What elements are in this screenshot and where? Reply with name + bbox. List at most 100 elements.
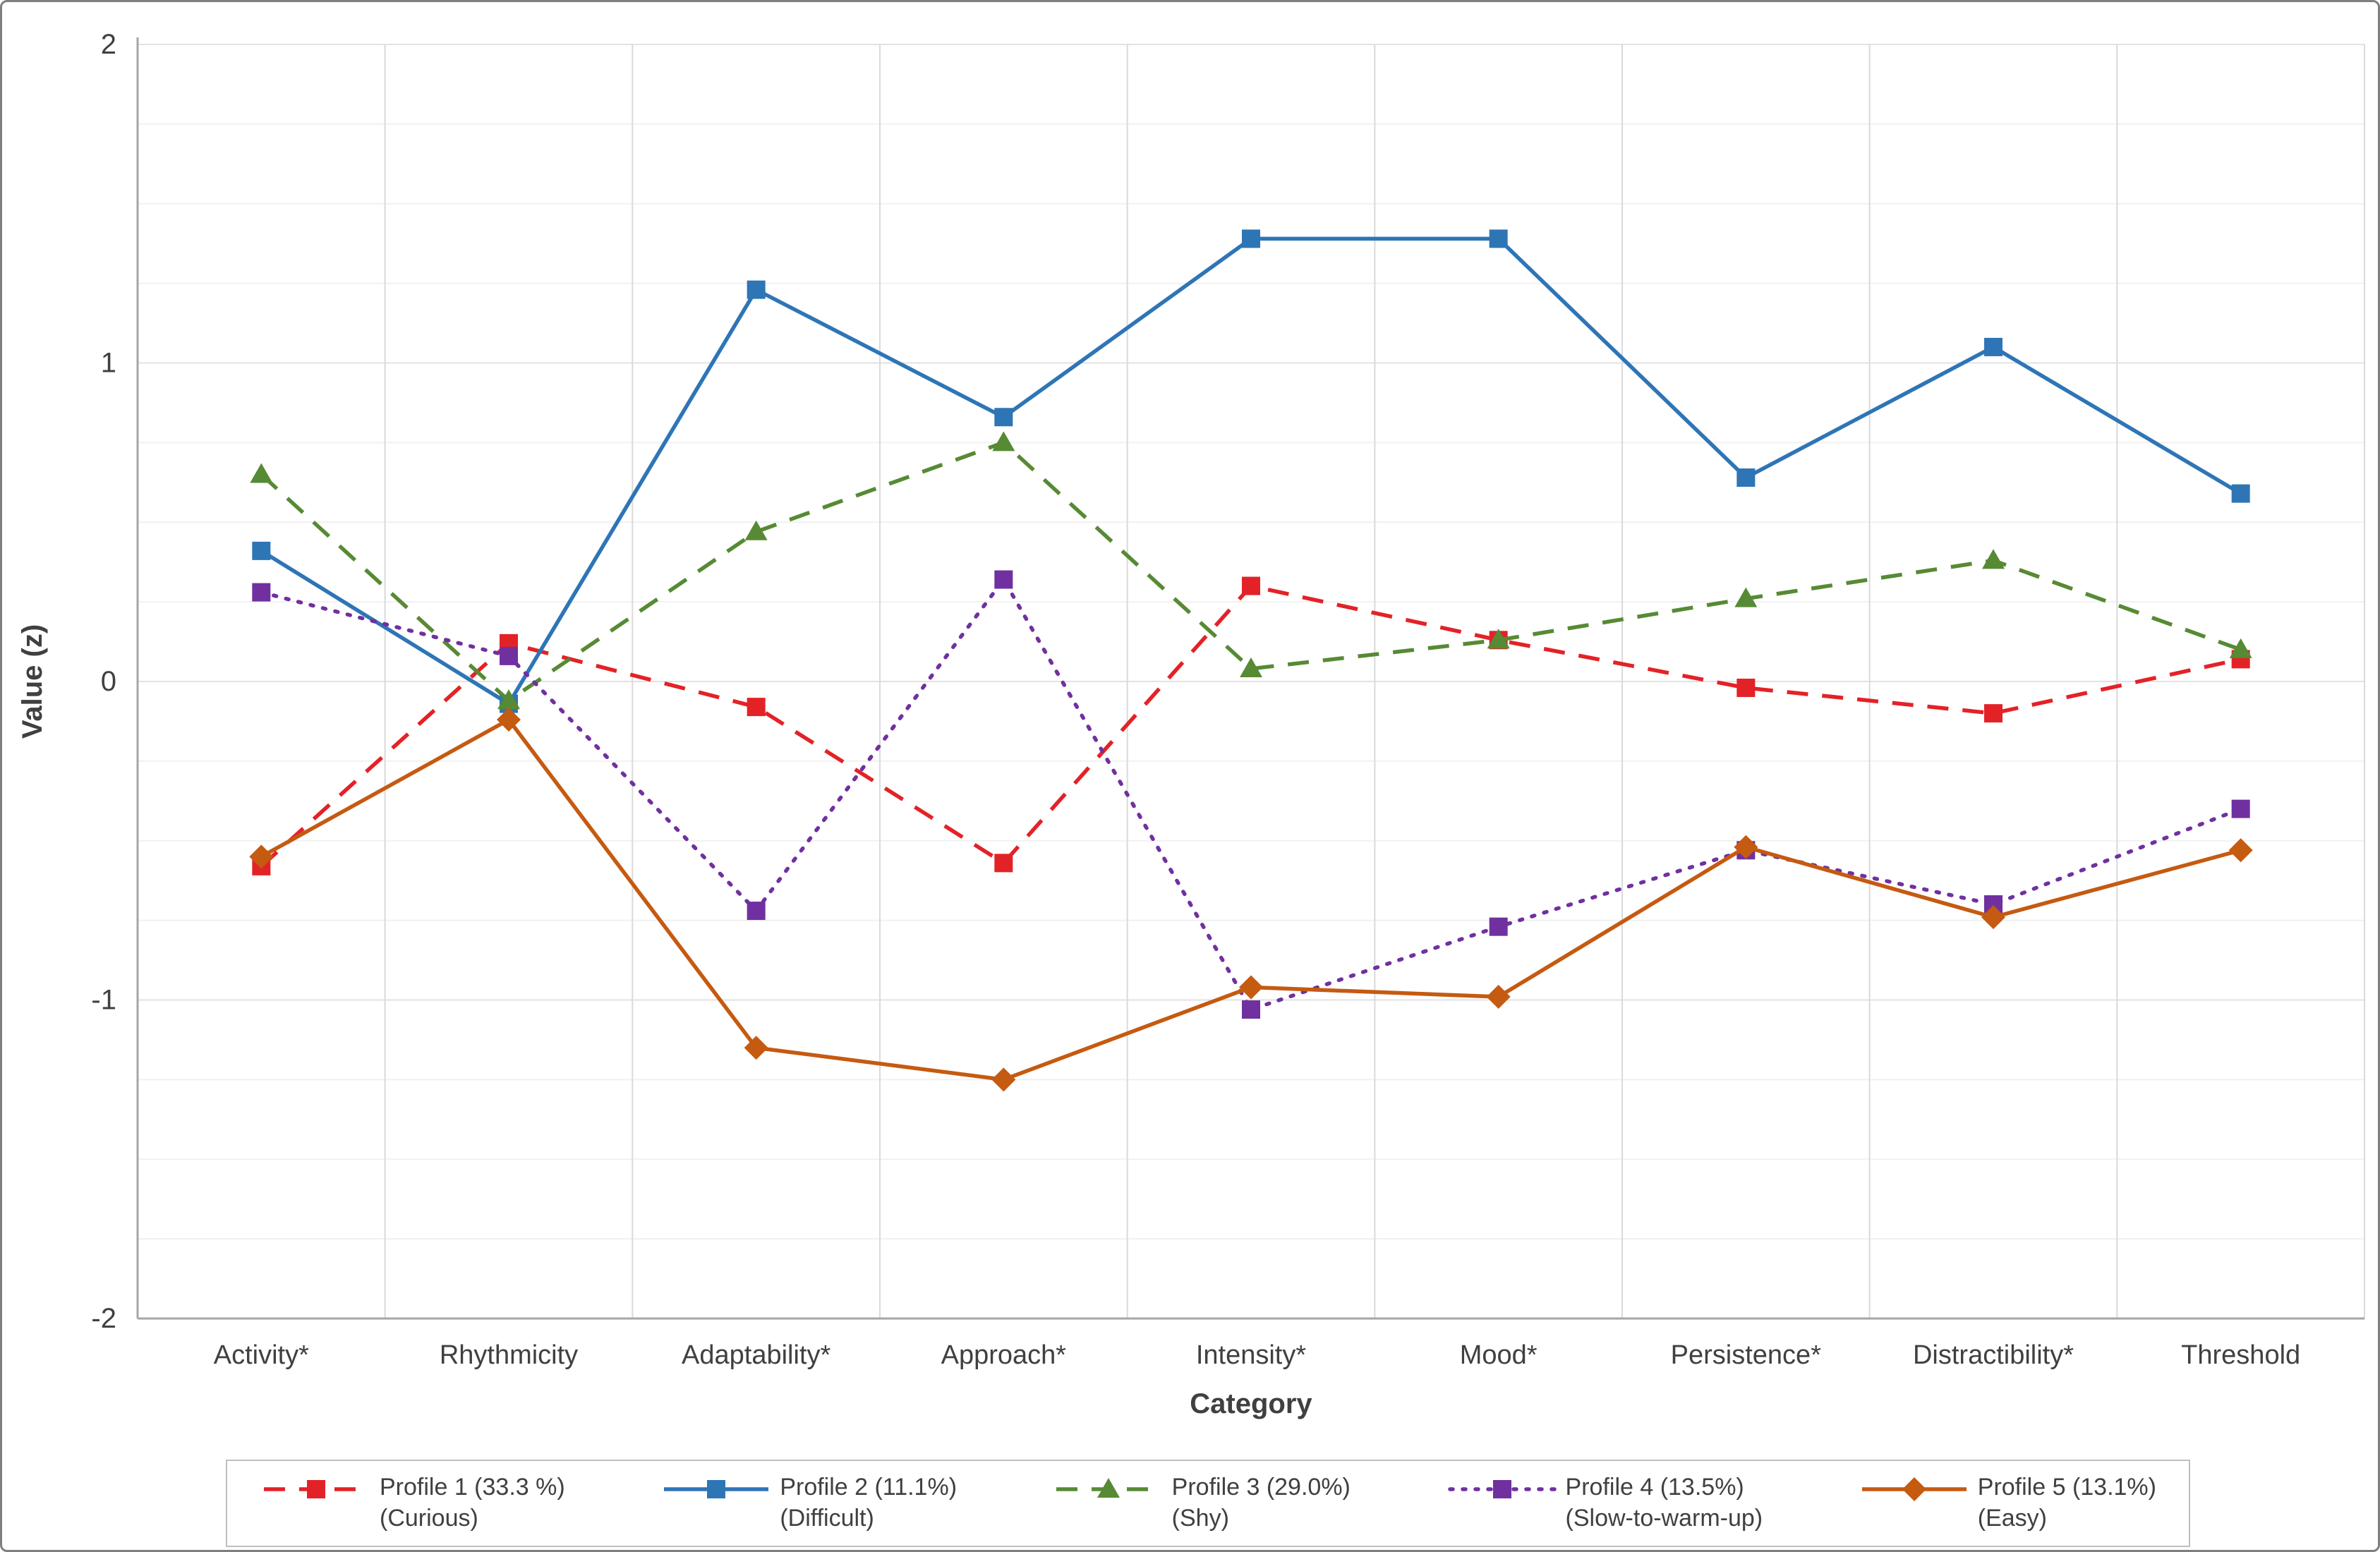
legend-marker-profile-5-icon xyxy=(1858,1468,1971,1510)
series-line-profile-3 xyxy=(260,440,2242,703)
series-profile-3 xyxy=(250,431,2252,710)
y-tick-label: -2 xyxy=(91,1303,116,1334)
x-category-label: Threshold xyxy=(2181,1340,2300,1370)
line-chart: -2 -1 0 1 2 Activity* Rhythmicity Adaptability*… xyxy=(17,29,2365,1419)
legend-marker-profile-1-icon xyxy=(260,1468,373,1510)
x-category-label: Rhythmicity xyxy=(440,1340,578,1370)
data-point-marker xyxy=(500,646,518,665)
legend-label-line2: (Shy) xyxy=(1171,1505,1229,1532)
x-category-label: Persistence* xyxy=(1671,1340,1822,1370)
data-point-marker xyxy=(994,408,1013,427)
data-point-marker xyxy=(1242,229,1260,248)
axes xyxy=(136,37,2364,1320)
x-category-label: Approach* xyxy=(941,1340,1067,1370)
legend-label-line1: Profile 2 (11.1%) xyxy=(780,1474,958,1501)
data-point-marker xyxy=(1242,1000,1260,1019)
legend-label-profile-5: Profile 5 (13.1%) (Easy) xyxy=(1978,1472,2156,1534)
data-point-marker xyxy=(747,902,766,921)
legend-item-profile-2: Profile 2 (11.1%) (Difficult) xyxy=(660,1472,957,1534)
axis-tick-labels: -2 -1 0 1 2 Activity* Rhythmicity Adaptability*… xyxy=(91,29,2300,1370)
data-point-marker xyxy=(252,583,271,602)
legend-sample-marker xyxy=(1097,1478,1120,1498)
data-point-marker xyxy=(1981,905,2005,930)
legend-sample-marker xyxy=(307,1480,325,1499)
series-profile-5 xyxy=(249,708,2253,1092)
legend-label-line1: Profile 1 (33.3 %) xyxy=(380,1474,565,1501)
legend-label-line1: Profile 5 (13.1%) xyxy=(1977,1474,2156,1501)
data-point-marker xyxy=(1487,629,1510,649)
x-category-label: Intensity* xyxy=(1196,1340,1307,1370)
legend-label-line2: (Difficult) xyxy=(780,1505,874,1532)
data-point-marker xyxy=(1736,679,1756,698)
series-line-profile-5 xyxy=(260,717,2242,1082)
data-point-marker xyxy=(1734,835,1758,859)
data-point-marker xyxy=(994,854,1013,873)
legend-item-profile-1: Profile 1 (33.3 %) (Curious) xyxy=(260,1472,565,1534)
legend-label-profile-1: Profile 1 (33.3 %) (Curious) xyxy=(380,1472,565,1534)
data-point-marker xyxy=(1984,704,2003,723)
series-line-profile-4 xyxy=(259,577,2243,1012)
data-point-marker xyxy=(1982,549,2005,569)
series-profile-1 xyxy=(252,576,2250,875)
x-category-label: Adaptability* xyxy=(682,1340,830,1370)
chart-legend: Profile 1 (33.3 %) (Curious) Profile 2 (… xyxy=(226,1460,2190,1547)
data-point-marker xyxy=(992,431,1015,451)
x-axis-title: Category xyxy=(1190,1388,1312,1419)
y-axis-title: Value (z) xyxy=(17,624,48,739)
data-point-marker xyxy=(1734,587,1758,607)
data-point-marker xyxy=(994,570,1013,589)
y-tick-label: 2 xyxy=(101,29,116,60)
data-point-marker xyxy=(1984,337,2003,356)
series-line-profile-2 xyxy=(260,236,2242,706)
y-tick-label: 0 xyxy=(101,666,116,697)
x-category-label: Distractibility* xyxy=(1913,1340,2074,1370)
data-point-marker xyxy=(2228,838,2253,863)
legend-item-profile-5: Profile 5 (13.1%) (Easy) xyxy=(1858,1472,2156,1534)
data-point-marker xyxy=(497,689,520,710)
legend-item-profile-3: Profile 3 (29.0%) (Shy) xyxy=(1052,1472,1351,1534)
legend-sample-marker xyxy=(707,1480,726,1499)
data-point-marker xyxy=(497,708,521,732)
data-point-marker xyxy=(2231,484,2250,503)
data-point-marker xyxy=(1486,984,1511,1009)
legend-label-profile-3: Profile 3 (29.0%) (Shy) xyxy=(1172,1472,1351,1534)
data-point-marker xyxy=(747,280,766,299)
legend-label-line1: Profile 3 (29.0%) xyxy=(1171,1474,1351,1501)
legend-label-line1: Profile 4 (13.5%) xyxy=(1565,1474,1744,1501)
data-point-marker xyxy=(1240,657,1262,677)
data-point-marker xyxy=(744,1036,768,1060)
data-point-marker xyxy=(2231,799,2250,818)
data-point-marker xyxy=(252,541,271,560)
legend-sample-marker xyxy=(1902,1477,1926,1502)
legend-label-line2: (Easy) xyxy=(1977,1505,2047,1532)
data-series xyxy=(249,229,2253,1092)
data-point-marker xyxy=(249,844,274,869)
y-tick-label: 1 xyxy=(101,348,116,379)
series-profile-2 xyxy=(252,229,2250,713)
data-point-marker xyxy=(744,520,768,540)
x-category-label: Mood* xyxy=(1460,1340,1538,1370)
data-point-marker xyxy=(1489,917,1508,936)
gridlines xyxy=(138,44,2365,1318)
y-tick-label: -1 xyxy=(91,985,116,1016)
data-point-marker xyxy=(250,463,273,483)
legend-label-line2: (Curious) xyxy=(380,1505,478,1532)
data-point-marker xyxy=(2229,638,2252,658)
legend-marker-profile-4-icon xyxy=(1446,1468,1559,1510)
legend-label-profile-2: Profile 2 (11.1%) (Difficult) xyxy=(780,1472,957,1534)
series-line-profile-1 xyxy=(260,583,2242,868)
legend-label-line2: (Slow-to-warm-up) xyxy=(1565,1505,1763,1532)
legend-marker-profile-2-icon xyxy=(660,1468,773,1510)
data-point-marker xyxy=(991,1067,1016,1092)
data-point-marker xyxy=(1736,468,1756,487)
legend-marker-profile-3-icon xyxy=(1052,1468,1165,1510)
data-point-marker xyxy=(1239,975,1263,1000)
series-profile-4 xyxy=(252,570,2250,1019)
x-category-label: Activity* xyxy=(214,1340,309,1370)
data-point-marker xyxy=(1242,576,1260,595)
legend-item-profile-4: Profile 4 (13.5%) (Slow-to-warm-up) xyxy=(1446,1472,1763,1534)
data-point-marker xyxy=(747,698,766,717)
legend-label-profile-4: Profile 4 (13.5%) (Slow-to-warm-up) xyxy=(1566,1472,1763,1534)
data-point-marker xyxy=(1489,229,1508,248)
